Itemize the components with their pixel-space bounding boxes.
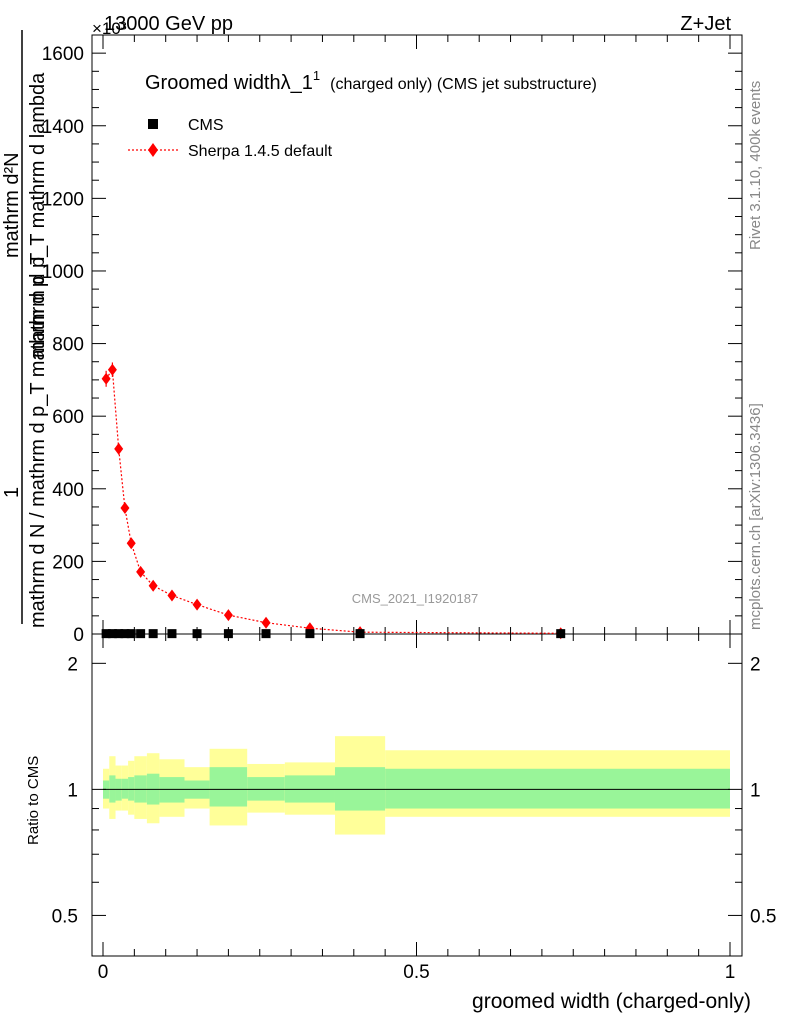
plot-title: Groomed widthλ_11 (charged only) (CMS jet… [145, 68, 597, 94]
sherpa-line [105, 367, 561, 634]
cms-point [355, 629, 365, 639]
header-left: 13000 GeV pp [104, 13, 233, 35]
x-tick-label: 1 [725, 962, 736, 983]
cms-points [101, 629, 566, 639]
x-ticks [102, 35, 731, 956]
plot-title-symbol: λ_1 [281, 72, 313, 94]
main-y-tick-label: 1600 [42, 44, 84, 65]
legend-cms-marker [148, 119, 158, 129]
legend-sherpa-label: Sherpa 1.4.5 default [188, 143, 333, 160]
sherpa-point [126, 537, 136, 550]
ratio-y-tick-label-right: 2 [750, 654, 761, 675]
cms-point [126, 629, 136, 639]
cms-point [114, 629, 124, 639]
x-tick-labels: 0 0.5 1 [98, 962, 736, 983]
ratio-y-tick-labels: 0.5 0.5 1 1 2 2 [52, 654, 777, 927]
main-y-axis-label: mathrm d²N mathrm d p_T mathrm d lambda … [1, 30, 49, 628]
ratio-inner-band-bin [209, 767, 248, 807]
ratio-y-label: Ratio to CMS [25, 756, 42, 845]
cms-point [107, 629, 117, 639]
cms-point [101, 629, 111, 639]
sherpa-point [192, 598, 202, 611]
ratio-inner-band-bin [121, 778, 129, 799]
ratio-inner-band-bin [385, 768, 730, 809]
main-y-tick-label: 200 [52, 552, 84, 573]
legend: CMS Sherpa 1.4.5 default [128, 117, 333, 160]
y-label-denominator: mathrm d N / mathrm d p_T mathrm d p_T [27, 253, 49, 628]
main-y-tick-label: 0 [73, 625, 84, 646]
cms-point [136, 629, 146, 639]
cms-point [261, 629, 271, 639]
main-y-tick-label: 800 [52, 335, 84, 356]
sherpa-points [101, 362, 566, 640]
legend-cms-label: CMS [188, 117, 224, 134]
ratio-y-ticks [92, 662, 742, 916]
ratio-y-tick-label: 2 [67, 654, 78, 675]
cms-point [167, 629, 177, 639]
header-right: Z+Jet [680, 13, 731, 35]
main-y-tick-labels: 0 200 400 600 800 1000 1200 1400 1600 [42, 44, 84, 646]
cms-point [148, 629, 158, 639]
ratio-inner-band-bin [128, 777, 135, 801]
rivet-label: Rivet 3.1.10, 400k events [747, 81, 764, 250]
sherpa-point [120, 502, 130, 515]
plot-title-main: Groomed width [145, 72, 281, 94]
cms-point [192, 629, 202, 639]
ratio-inner-band-bin [334, 767, 386, 811]
sherpa-point [167, 589, 177, 602]
main-y-tick-label: 1000 [42, 262, 84, 283]
x-tick-label: 0.5 [403, 962, 429, 983]
main-y-ticks [92, 34, 742, 635]
plot-title-suffix: (charged only) (CMS jet substructure) [330, 76, 597, 93]
y-label-num-top: mathrm d²N [1, 152, 23, 258]
cms-point [556, 629, 566, 639]
y-label-num-bottom: mathrm d p_T mathrm d lambda [27, 72, 49, 358]
mcplots-label: mcplots.cern.ch [arXiv:1306.3436] [747, 403, 764, 630]
main-y-tick-label: 1400 [42, 117, 84, 138]
ratio-y-tick-label: 1 [67, 780, 78, 801]
cms-point [120, 629, 130, 639]
main-y-tick-label: 400 [52, 480, 84, 501]
ratio-y-tick-label: 0.5 [52, 906, 78, 927]
analysis-watermark: CMS_2021_I1920187 [352, 591, 479, 606]
ratio-y-tick-label-right: 1 [750, 780, 761, 801]
ratio-y-tick-label-right: 0.5 [750, 906, 776, 927]
x-axis-label: groomed width (charged-only) [472, 990, 751, 1013]
ratio-inner-band-bin [247, 777, 285, 801]
sherpa-point [261, 616, 271, 629]
main-y-tick-label: 1200 [42, 189, 84, 210]
sherpa-point [136, 565, 146, 578]
sherpa-curve [105, 367, 561, 634]
legend-sherpa-marker [148, 143, 158, 157]
sherpa-point [107, 363, 117, 376]
ratio-bands [103, 736, 730, 835]
cms-point [305, 629, 315, 639]
sherpa-point [114, 442, 124, 455]
plot-title-superscript: 1 [313, 68, 320, 83]
sherpa-point [148, 579, 158, 592]
main-y-tick-label: 600 [52, 407, 84, 428]
y-label-one: 1 [1, 487, 23, 498]
header-exponent: ×10³ [92, 19, 127, 38]
x-tick-label: 0 [98, 962, 109, 983]
cms-point [223, 629, 233, 639]
sherpa-point [223, 609, 233, 622]
sherpa-point [101, 372, 111, 385]
